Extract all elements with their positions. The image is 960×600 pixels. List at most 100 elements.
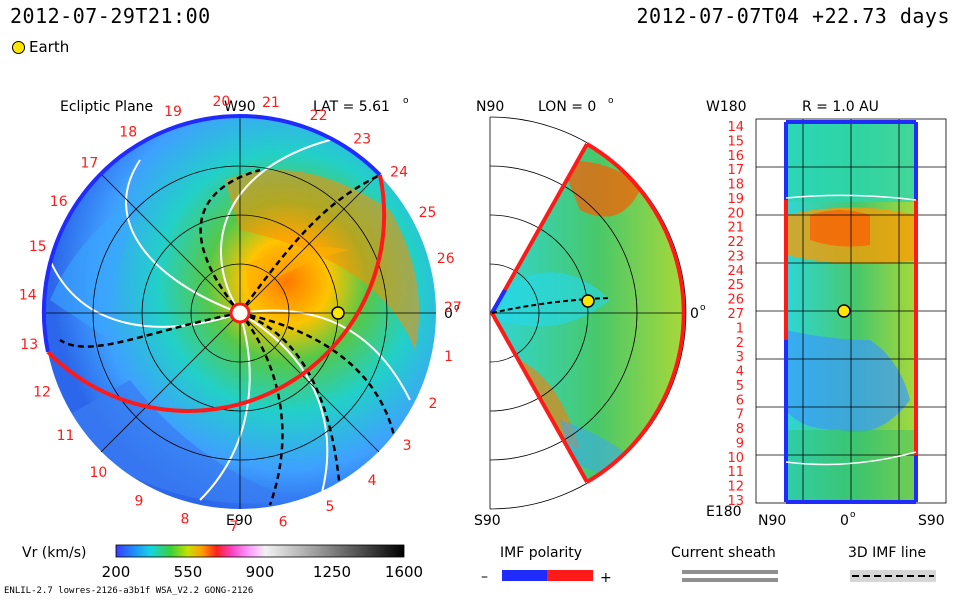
cr-day-label: 23: [353, 132, 371, 148]
map-day-label: 14: [727, 120, 744, 135]
imf-negative-swatch: [502, 570, 547, 581]
map-day-label: 6: [736, 393, 744, 408]
imf-plus-label: +: [600, 570, 612, 586]
map-day-label: 23: [727, 250, 744, 265]
imf3d-label: 3D IMF line: [848, 545, 926, 561]
earth-marker-ecliptic: [331, 306, 345, 320]
cr-day-label: 10: [89, 465, 107, 481]
cr-day-label: 15: [29, 239, 47, 255]
ecliptic-rim-red: [46, 174, 387, 413]
imf3d-swatch-bg: [850, 570, 936, 582]
cr-day-label: 11: [57, 428, 75, 444]
cr-day-label: 1: [444, 349, 453, 365]
map-sheath-bottom: [785, 451, 917, 466]
cr-day-label: 14: [19, 287, 37, 303]
cr-day-label: 5: [326, 499, 335, 515]
map-day-label: 26: [727, 293, 744, 308]
meridional-lon-label: LON = 0: [538, 99, 596, 115]
meridional-rim: [585, 142, 686, 484]
cr-day-label: 4: [368, 473, 377, 489]
meridional-bottom-label: S90: [474, 513, 501, 529]
cr-day-label: 6: [279, 515, 288, 531]
map-day-label: 19: [727, 192, 744, 207]
meridional-top-label: N90: [476, 99, 504, 115]
map-day-label: 20: [727, 206, 744, 221]
meridional-grid: [489, 116, 687, 510]
map-day-label: 8: [736, 422, 744, 437]
cr-day-label: 27: [444, 300, 462, 316]
map-day-label: 25: [727, 278, 744, 293]
ecliptic-right-label: 0: [444, 306, 453, 322]
ecliptic-bottom-label: E90: [226, 513, 253, 529]
map-day-label: 11: [727, 465, 744, 480]
run-info: 2012-07-07T04 +22.73 days: [636, 4, 950, 28]
meridional-edge-south: [490, 312, 589, 483]
imf-positive-swatch: [547, 570, 593, 581]
cr-day-label: 24: [390, 164, 408, 180]
map-day-label: 7: [736, 408, 744, 423]
colorbar-strip: [115, 544, 405, 558]
earth-dot-icon: [12, 40, 25, 54]
ecliptic-field-lines: [49, 139, 411, 506]
cr-day-label: 18: [119, 125, 137, 141]
carrington-day-labels: 20 21222324252627123456789101112131415161…: [19, 94, 462, 535]
cr-day-label: 22: [310, 108, 328, 124]
map-day-label: 24: [727, 264, 744, 279]
colorbar-tick-label: 1250: [313, 563, 351, 581]
cr-day-label: 3: [403, 438, 412, 454]
cr-day-label: 2: [429, 396, 438, 412]
current-sheath-legend: Current sheath: [671, 545, 778, 582]
meridional-panel: N90 LON = 0 o S90 0 o: [474, 96, 706, 529]
meridional-edge-blue: [490, 289, 507, 314]
map-x-center-label: 0: [840, 513, 849, 529]
cr-day-label: 9: [134, 494, 143, 510]
earth-legend-label: Earth: [29, 38, 70, 56]
imf-polarity-label: IMF polarity: [500, 545, 582, 561]
map-day-label: 16: [727, 149, 744, 164]
map-day-label: 27: [727, 307, 744, 322]
ecliptic-rim-blue: [41, 114, 382, 353]
map-day-label: 4: [736, 365, 744, 380]
map-day-label: 9: [736, 437, 744, 452]
earth-marker-map: [837, 304, 851, 318]
map-day-label: 5: [736, 379, 744, 394]
colorbar-label: Vr (km/s): [22, 545, 86, 561]
earth-legend: Earth: [12, 38, 69, 56]
map-panel: W180 R = 1.0 AU E180 N90 0 o S90 1415161…: [706, 99, 947, 529]
map-day-label: 3: [736, 350, 744, 365]
cr-day-label: 19: [164, 104, 182, 120]
map-day-label: 2: [736, 336, 744, 351]
cr-day-label: 16: [50, 194, 68, 210]
cr-day-label: 12: [33, 385, 51, 401]
cr-day-label: 7: [229, 519, 238, 535]
cr-day-label: 20: [212, 94, 230, 110]
colorbar-tick-label: 1600: [385, 563, 423, 581]
map-day-label: 12: [727, 480, 744, 495]
sun-marker: [229, 302, 251, 324]
colorbar-ticks: 200 550 900 1250 1600: [102, 563, 423, 581]
map-x-left-label: N90: [758, 513, 786, 529]
cr-day-label: 26: [437, 251, 455, 267]
model-time: 2012-07-29T21:00: [10, 4, 211, 28]
imf3d-legend: 3D IMF line: [848, 545, 936, 582]
cr-day-label: 21: [262, 95, 280, 111]
map-day-label: 1: [736, 321, 744, 336]
map-top-left-label: W180: [706, 99, 747, 115]
imf-minus-label: –: [481, 569, 488, 585]
colorbar-tick-label: 550: [174, 563, 203, 581]
cr-day-label: 25: [419, 205, 437, 221]
ecliptic-panel: Ecliptic Plane W90 LAT = 5.61 o E90 0 o …: [19, 94, 462, 535]
cr-day-label: 17: [80, 155, 98, 171]
map-title: R = 1.0 AU: [802, 99, 879, 115]
ecliptic-title: Ecliptic Plane: [60, 99, 153, 115]
earth-marker-meridional: [581, 294, 595, 308]
map-x-right-label: S90: [918, 513, 945, 529]
meridional-lon-degree: o: [608, 96, 614, 106]
map-bottom-left-label: E180: [706, 504, 742, 520]
ecliptic-velocity-field: [50, 170, 420, 504]
map-x-center-degree: o: [850, 510, 856, 520]
cr-day-label: 8: [180, 512, 189, 528]
ecliptic-lat-degree: o: [403, 96, 409, 106]
map-day-label: 21: [727, 221, 744, 236]
